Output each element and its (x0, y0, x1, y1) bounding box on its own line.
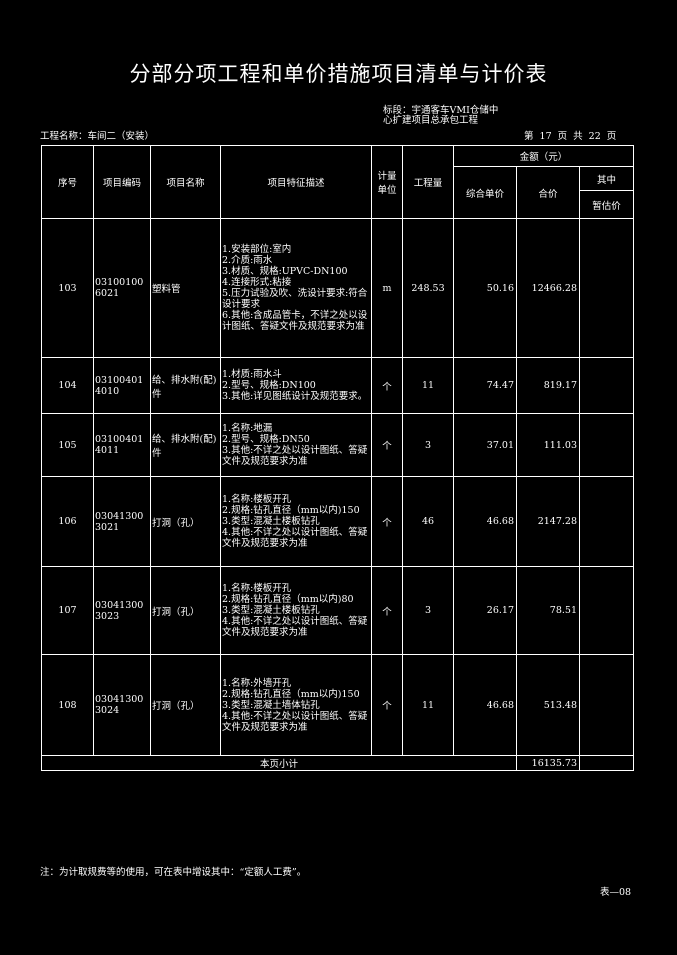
table-row: 104 031004014010 给、排水附(配)件 1.材质:雨水斗 2.型号、规格… (41, 357, 635, 414)
row-desc: 1.安装部位:室内 2.介质:雨水 3.材质、规格:UPVC-DN100 4.连… (220, 218, 372, 358)
row-seq: 107 (41, 566, 94, 655)
table-row: 105 031004014011 给、排水附(配)件 1.名称:地漏 2.型号、规格:… (41, 413, 635, 477)
page-number: 第 17 页 共 22 页 (524, 131, 617, 142)
row-total: 12466.28 (516, 218, 580, 358)
row-total: 819.17 (516, 357, 580, 414)
row-unit: m (371, 218, 403, 358)
row-qty: 11 (402, 357, 454, 414)
row-unit-price: 37.01 (453, 413, 517, 477)
row-code: 030413003021 (93, 476, 151, 567)
row-name: 打洞（孔） (150, 654, 221, 756)
row-name: 给、排水附(配)件 (150, 357, 221, 414)
header-of-which: 其中 (578, 166, 635, 191)
row-desc: 1.名称:楼板开孔 2.规格:钻孔直径（mm以内)80 3.类型:混凝土楼板钻孔… (220, 566, 372, 655)
row-seq: 106 (41, 476, 94, 567)
row-qty: 11 (402, 654, 454, 756)
header-provisional: 暂估价 (578, 190, 635, 219)
row-total: 111.03 (516, 413, 580, 477)
row-total: 513.48 (516, 654, 580, 756)
row-total: 78.51 (516, 566, 580, 655)
table-row: 108 030413003024 打洞（孔） 1.名称:外墙开孔 2.规格:钻孔直径（… (41, 654, 635, 756)
row-provisional (578, 654, 635, 756)
header-name: 项目名称 (150, 145, 221, 219)
row-desc: 1.名称:地漏 2.型号、规格:DN50 3.其他:不详之处以设计图纸、答疑文件… (220, 413, 372, 477)
row-qty: 3 (402, 413, 454, 477)
row-provisional (578, 413, 635, 477)
row-qty: 248.53 (402, 218, 454, 358)
row-seq: 103 (41, 218, 94, 358)
row-qty: 3 (402, 566, 454, 655)
row-code: 031004014010 (93, 357, 151, 414)
subtotal-label: 本页小计 (41, 755, 517, 771)
page-title: 分部分项工程和单价措施项目清单与计价表 (129, 62, 548, 86)
row-name: 打洞（孔） (150, 476, 221, 567)
subtotal-provisional (578, 755, 635, 771)
row-provisional (578, 218, 635, 358)
table-row: 107 030413003023 打洞（孔） 1.名称:楼板开孔 2.规格:钻孔直径（… (41, 566, 635, 655)
row-unit-price: 50.16 (453, 218, 517, 358)
header-total: 合价 (516, 166, 580, 219)
row-unit-price: 74.47 (453, 357, 517, 414)
row-code: 031004014011 (93, 413, 151, 477)
form-number: 表—08 (600, 887, 632, 898)
row-unit: 个 (371, 413, 403, 477)
row-provisional (578, 357, 635, 414)
row-code: 031001006021 (93, 218, 151, 358)
table-row: 103 031001006021 塑料管 1.安装部位:室内 2.介质:雨水 3.材质… (41, 218, 635, 358)
project-name: 工程名称：车间二（安装） (40, 131, 155, 142)
row-desc: 1.名称:楼板开孔 2.规格:钻孔直径（mm以内)150 3.类型:混凝土楼板钻… (220, 476, 372, 567)
row-unit: 个 (371, 476, 403, 567)
subtotal-row: 本页小计 16135.73 (41, 755, 635, 771)
header-amount: 金额（元） (452, 145, 635, 167)
row-unit: 个 (371, 566, 403, 655)
row-name: 打洞（孔） (150, 566, 221, 655)
row-seq: 108 (41, 654, 94, 756)
row-desc: 1.名称:外墙开孔 2.规格:钻孔直径（mm以内)150 3.类型:混凝土墙体钻… (220, 654, 372, 756)
row-unit-price: 46.68 (453, 476, 517, 567)
header-qty: 工程量 (402, 145, 454, 219)
row-provisional (578, 566, 635, 655)
row-unit: 个 (371, 357, 403, 414)
row-seq: 105 (41, 413, 94, 477)
row-code: 030413003023 (93, 566, 151, 655)
header-code: 项目编码 (93, 145, 151, 219)
header-seq: 序号 (41, 145, 94, 219)
row-unit: 个 (371, 654, 403, 756)
row-provisional (578, 476, 635, 567)
header-unit: 计量单位 (371, 145, 403, 219)
footnote: 注：为计取规费等的使用，可在表中增设其中：“定额人工费”。 (40, 867, 307, 878)
row-name: 塑料管 (150, 218, 221, 358)
row-unit-price: 26.17 (453, 566, 517, 655)
row-qty: 46 (402, 476, 454, 567)
section-label: 标段：宇通客车VMI仓储中心扩建项目总承包工程 (383, 105, 499, 126)
row-seq: 104 (41, 357, 94, 414)
table-row: 106 030413003021 打洞（孔） 1.名称:楼板开孔 2.规格:钻孔直径（… (41, 476, 635, 567)
header-desc: 项目特征描述 (220, 145, 372, 219)
pricing-table: 序号 项目编码 项目名称 项目特征描述 计量单位 工程量 金额（元） 综合单价 … (41, 145, 635, 771)
row-unit-price: 46.68 (453, 654, 517, 756)
subtotal-total: 16135.73 (516, 755, 580, 771)
header-unit-price: 综合单价 (453, 166, 517, 219)
row-desc: 1.材质:雨水斗 2.型号、规格:DN100 3.其他:详见图纸设计及规范要求。 (220, 357, 372, 414)
row-code: 030413003024 (93, 654, 151, 756)
row-total: 2147.28 (516, 476, 580, 567)
row-name: 给、排水附(配)件 (150, 413, 221, 477)
